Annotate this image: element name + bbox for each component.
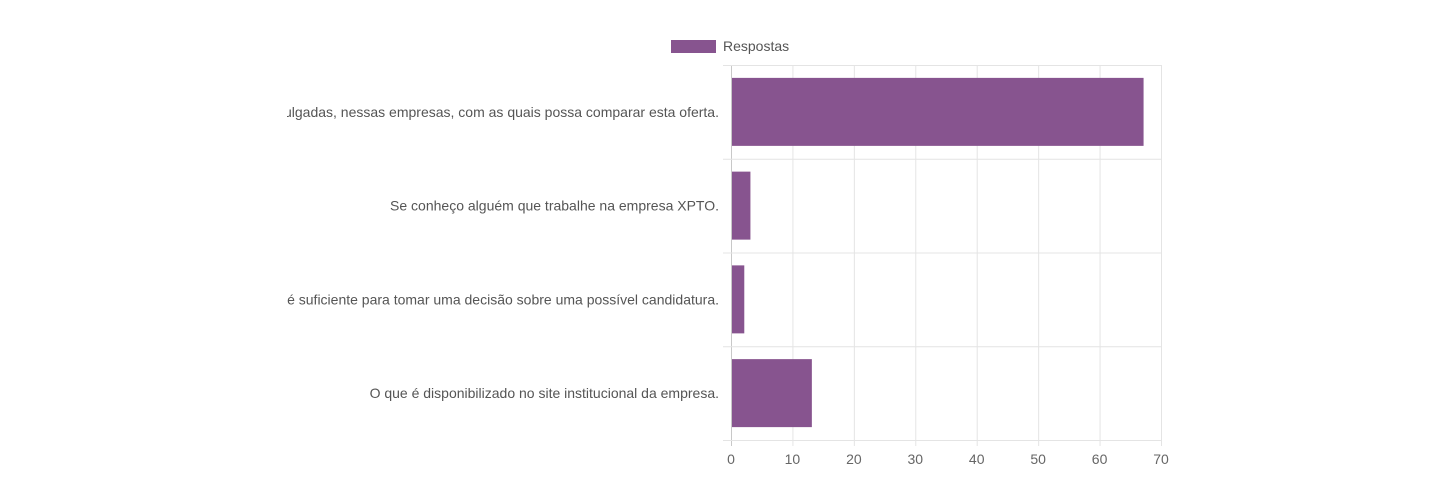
bars [732,77,1144,428]
category-labels: Informações sobre ofertas salariais divu… [44,104,719,401]
bar[interactable] [732,77,1144,146]
category-label: Informações sobre ofertas salariais divu… [44,104,719,120]
category-label: Se conheço alguém que trabalhe na empres… [390,198,719,214]
axes: 0 10 20 30 40 50 60 70 [727,451,1169,467]
x-tick-label: 20 [846,451,862,467]
x-tick-label: 30 [907,451,923,467]
x-tick-label: 60 [1092,451,1108,467]
legend-swatch[interactable] [671,40,716,53]
category-label: A informação contida no anúncio é sufici… [80,291,719,307]
legend-label[interactable]: Respostas [723,38,789,54]
x-tick-label: 50 [1030,451,1046,467]
bar[interactable] [732,359,812,428]
x-tick-label: 70 [1153,451,1169,467]
legend: Respostas [671,38,789,54]
x-tick-label: 40 [969,451,985,467]
bar[interactable] [732,265,745,334]
x-tick-label: 10 [785,451,801,467]
category-label: O que é disponibilizado no site instituc… [370,385,719,401]
bar[interactable] [732,171,751,240]
x-tick-label: 0 [727,451,735,467]
